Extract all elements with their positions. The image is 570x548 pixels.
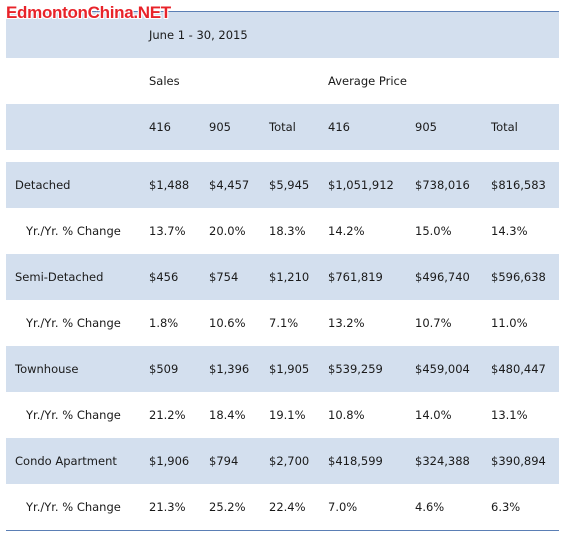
table-row-semi-detached: Semi-Detached $456 $754 $1,210 $761,819 … — [6, 254, 559, 300]
table-row-detached-change: Yr./Yr. % Change 13.7% 20.0% 18.3% 14.2%… — [6, 208, 559, 254]
header-date-row: June 1 - 30, 2015 — [6, 12, 559, 58]
cell: 10.6% — [209, 316, 246, 330]
spacer-row — [6, 150, 559, 162]
cell: 7.1% — [269, 316, 299, 330]
row-label: Townhouse — [15, 362, 79, 376]
table-top-rule — [6, 11, 559, 12]
sales-price-table: June 1 - 30, 2015 Sales Average Price 41… — [6, 12, 559, 531]
col-header-price-905: 905 — [415, 120, 437, 134]
cell: $816,583 — [491, 178, 546, 192]
cell: $5,945 — [269, 178, 310, 192]
cell: 10.8% — [328, 408, 365, 422]
cell: $1,488 — [149, 178, 190, 192]
cell: $390,894 — [491, 454, 546, 468]
col-header-sales-416: 416 — [149, 120, 171, 134]
cell: $754 — [209, 270, 239, 284]
cell: 10.7% — [415, 316, 452, 330]
table-row-semi-detached-change: Yr./Yr. % Change 1.8% 10.6% 7.1% 13.2% 1… — [6, 300, 559, 346]
cell: $1,905 — [269, 362, 310, 376]
cell: 15.0% — [415, 224, 452, 238]
row-label: Condo Apartment — [15, 454, 117, 468]
cell: 11.0% — [491, 316, 528, 330]
col-header-sales-905: 905 — [209, 120, 231, 134]
cell: $418,599 — [328, 454, 383, 468]
cell: 6.3% — [491, 500, 521, 514]
cell: 21.3% — [149, 500, 186, 514]
col-header-price-416: 416 — [328, 120, 350, 134]
row-label: Yr./Yr. % Change — [26, 500, 121, 514]
cell: $480,447 — [491, 362, 546, 376]
cell: $1,396 — [209, 362, 250, 376]
cell: $459,004 — [415, 362, 470, 376]
cell: 14.0% — [415, 408, 452, 422]
cell: 20.0% — [209, 224, 246, 238]
cell: 13.7% — [149, 224, 186, 238]
cell: 4.6% — [415, 500, 445, 514]
cell: $738,016 — [415, 178, 470, 192]
row-label: Semi-Detached — [15, 270, 104, 284]
cell: $509 — [149, 362, 179, 376]
table-row-detached: Detached $1,488 $4,457 $5,945 $1,051,912… — [6, 162, 559, 208]
cell: 18.3% — [269, 224, 306, 238]
cell: $324,388 — [415, 454, 470, 468]
cell: 25.2% — [209, 500, 246, 514]
group-sales-label: Sales — [149, 74, 180, 88]
cell: 13.1% — [491, 408, 528, 422]
cell: 19.1% — [269, 408, 306, 422]
cell: 14.3% — [491, 224, 528, 238]
cell: $539,259 — [328, 362, 383, 376]
cell: 18.4% — [209, 408, 246, 422]
cell: $496,740 — [415, 270, 470, 284]
cell: $2,700 — [269, 454, 310, 468]
cell: $456 — [149, 270, 179, 284]
cell: $1,906 — [149, 454, 190, 468]
site-watermark: EdmontonChina.NET — [6, 3, 171, 22]
cell: $1,210 — [269, 270, 310, 284]
cell: $794 — [209, 454, 239, 468]
cell: 7.0% — [328, 500, 358, 514]
col-header-price-total: Total — [491, 120, 518, 134]
cell: 14.2% — [328, 224, 365, 238]
header-columns-row: 416 905 Total 416 905 Total — [6, 104, 559, 150]
date-range: June 1 - 30, 2015 — [149, 28, 248, 42]
cell: 22.4% — [269, 500, 306, 514]
header-group-row: Sales Average Price — [6, 58, 559, 104]
cell: $1,051,912 — [328, 178, 394, 192]
cell: $761,819 — [328, 270, 383, 284]
row-label: Yr./Yr. % Change — [26, 224, 121, 238]
cell: 1.8% — [149, 316, 179, 330]
col-header-sales-total: Total — [269, 120, 296, 134]
cell: 13.2% — [328, 316, 365, 330]
row-label: Yr./Yr. % Change — [26, 316, 121, 330]
row-label: Yr./Yr. % Change — [26, 408, 121, 422]
cell: $4,457 — [209, 178, 250, 192]
table-row-townhouse: Townhouse $509 $1,396 $1,905 $539,259 $4… — [6, 346, 559, 392]
group-price-label: Average Price — [328, 74, 407, 88]
table-row-condo-apartment: Condo Apartment $1,906 $794 $2,700 $418,… — [6, 438, 559, 484]
table-row-condo-apartment-change: Yr./Yr. % Change 21.3% 25.2% 22.4% 7.0% … — [6, 484, 559, 530]
table-row-townhouse-change: Yr./Yr. % Change 21.2% 18.4% 19.1% 10.8%… — [6, 392, 559, 438]
cell: 21.2% — [149, 408, 186, 422]
row-label: Detached — [15, 178, 71, 192]
cell: $596,638 — [491, 270, 546, 284]
